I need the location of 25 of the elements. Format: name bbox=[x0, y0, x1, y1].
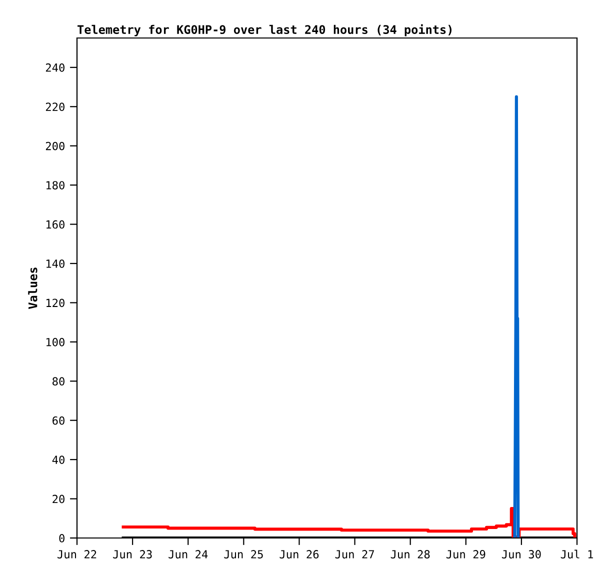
y-tick-label: 20 bbox=[52, 494, 64, 504]
y-tick-label: 200 bbox=[46, 142, 64, 150]
x-tick-label: Jun 28 bbox=[390, 550, 430, 558]
x-tick-label: Jun 29 bbox=[446, 550, 486, 558]
y-tick-label: 240 bbox=[46, 63, 64, 72]
x-tick-label: Jul 1 bbox=[560, 550, 593, 558]
y-tick-label: 180 bbox=[46, 181, 64, 190]
x-tick-label: Jun 30 bbox=[502, 550, 541, 558]
x-tick-label: Jun 23 bbox=[113, 550, 152, 558]
y-tick-label: 220 bbox=[46, 102, 64, 112]
y-tick-label: 80 bbox=[52, 377, 64, 386]
x-tick-label: Jun 27 bbox=[335, 550, 374, 558]
y-tick-label: 100 bbox=[46, 338, 64, 346]
y-tick-label: 140 bbox=[46, 259, 64, 268]
y-tick-label: 120 bbox=[46, 298, 64, 308]
x-tick-label: Jun 25 bbox=[224, 550, 263, 558]
chart-title: Telemetry for KG0HP-9 over last 240 hours (34 points) bbox=[78, 24, 452, 36]
y-tick-label: 40 bbox=[52, 456, 64, 464]
y-tick-label: 0 bbox=[59, 534, 64, 542]
y-tick-label: 60 bbox=[52, 416, 64, 425]
y-tick-label: 160 bbox=[46, 220, 64, 229]
y-axis-title: Values bbox=[28, 268, 38, 309]
x-tick-label: Jun 22 bbox=[58, 550, 96, 558]
x-tick-label: Jun 26 bbox=[280, 550, 319, 558]
x-tick-label: Jun 24 bbox=[168, 550, 208, 558]
